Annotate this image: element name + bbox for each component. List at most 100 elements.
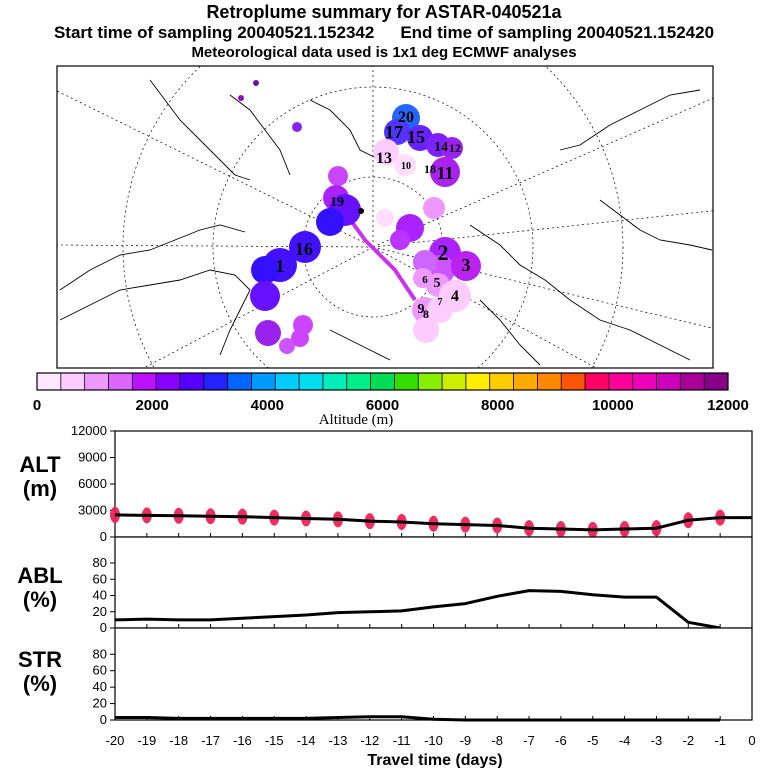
colorbar-swatch bbox=[179, 373, 205, 390]
x-tick-label: -7 bbox=[523, 733, 535, 748]
chart-title: Retroplume summary for ASTAR-040521a bbox=[206, 2, 562, 22]
colorbar-swatch bbox=[346, 373, 371, 390]
panel-alt: 12000 9000 6000 3000 0 ALT(m) bbox=[19, 423, 753, 544]
x-tick-label: -6 bbox=[555, 733, 567, 748]
y-tick-label: 12000 bbox=[71, 423, 107, 438]
plume-label: 3 bbox=[462, 255, 471, 275]
x-tick-label: -14 bbox=[297, 733, 316, 748]
panel-yunit: (%) bbox=[23, 587, 57, 612]
coastline bbox=[559, 89, 701, 151]
colorbar-label: 8000 bbox=[481, 397, 514, 414]
x-tick-label: -13 bbox=[329, 733, 348, 748]
x-tick-label: -1 bbox=[714, 733, 726, 748]
plume-marker bbox=[423, 197, 445, 219]
x-tick-label: -8 bbox=[491, 733, 503, 748]
y-tick-label: 0 bbox=[100, 712, 107, 727]
plume-marker bbox=[441, 137, 463, 159]
plume-marker bbox=[413, 317, 439, 343]
x-tick-label: -5 bbox=[587, 733, 599, 748]
plume-label: 8 bbox=[423, 307, 429, 321]
coastline bbox=[59, 224, 246, 291]
x-tick-label: -12 bbox=[360, 733, 379, 748]
colorbar-label: 6000 bbox=[366, 397, 399, 414]
plume-label: 5 bbox=[434, 276, 441, 291]
meridian bbox=[57, 244, 374, 248]
plume-marker bbox=[413, 250, 437, 274]
plume-label: 17 bbox=[385, 122, 403, 142]
colorbar-swatch bbox=[227, 373, 252, 390]
y-tick-label: 0 bbox=[100, 529, 107, 544]
coastline bbox=[329, 329, 391, 361]
meridian bbox=[372, 97, 713, 248]
colorbar-swatch bbox=[537, 373, 562, 390]
colorbar-swatch bbox=[275, 373, 300, 390]
plume-marker bbox=[289, 231, 321, 263]
colorbar-swatch bbox=[608, 373, 633, 390]
colorbar-swatch bbox=[84, 373, 109, 390]
panel-ylabel: ABL bbox=[17, 563, 62, 588]
panel-yunit: (m) bbox=[23, 476, 57, 501]
colorbar-swatch bbox=[108, 373, 133, 390]
start-time: Start time of sampling 20040521.152342 bbox=[53, 23, 375, 42]
plume-label: 6 bbox=[422, 274, 428, 286]
plume-marker bbox=[373, 139, 399, 165]
colorbar-swatch bbox=[585, 373, 610, 390]
plume-marker bbox=[328, 166, 348, 186]
plume-label: 19 bbox=[330, 195, 344, 210]
plume-marker bbox=[390, 230, 410, 250]
plume-label: 7 bbox=[438, 297, 443, 308]
plume-label: 12 bbox=[449, 141, 461, 155]
x-tick-label: -17 bbox=[201, 733, 220, 748]
series-line bbox=[114, 589, 721, 630]
plume-marker bbox=[430, 157, 460, 187]
time-series-panels: 120009000600030000ALT(m)806040200ABL(%)8… bbox=[17, 423, 755, 748]
plume-label: 4 bbox=[451, 288, 459, 305]
y-tick-label: 40 bbox=[93, 588, 107, 603]
y-tick-label: 20 bbox=[93, 696, 107, 711]
colorbar-swatch bbox=[561, 373, 586, 390]
x-tick-label: -3 bbox=[651, 733, 663, 748]
colorbar-swatch bbox=[203, 373, 228, 390]
plume-marker bbox=[376, 209, 394, 227]
x-tick-label: -2 bbox=[683, 733, 695, 748]
plume-label: 16 bbox=[295, 239, 313, 259]
sampling-times: Start time of sampling 20040521.152342 En… bbox=[0, 23, 768, 43]
plume-label: 15 bbox=[407, 127, 425, 147]
y-tick-label: 9000 bbox=[78, 450, 107, 465]
colorbar-swatch bbox=[704, 373, 729, 390]
plume-label: 10 bbox=[401, 161, 411, 172]
coastline bbox=[309, 99, 381, 161]
panel-ylabel: ALT bbox=[19, 452, 61, 477]
colorbar-label: 10000 bbox=[592, 397, 634, 414]
meridian bbox=[57, 90, 374, 248]
colorbar-swatch bbox=[322, 373, 348, 390]
x-tick-label: -4 bbox=[619, 733, 631, 748]
release-point bbox=[358, 208, 364, 214]
coastline bbox=[59, 269, 251, 356]
colorbar-label: 2000 bbox=[135, 397, 168, 414]
x-tick-label: -15 bbox=[265, 733, 284, 748]
plume-markers bbox=[238, 80, 481, 354]
latitude-circle bbox=[212, 86, 534, 368]
panel-yunit: (%) bbox=[23, 671, 57, 696]
plume-label: 20 bbox=[398, 109, 414, 126]
coastline bbox=[469, 224, 691, 361]
plume-marker bbox=[251, 256, 279, 284]
y-tick-label: 60 bbox=[93, 663, 107, 678]
coastlines bbox=[59, 79, 713, 366]
colorbar-swatch bbox=[632, 373, 657, 390]
y-tick-label: 0 bbox=[100, 620, 107, 635]
plume-marker bbox=[291, 329, 309, 347]
y-tick-label: 3000 bbox=[78, 503, 107, 518]
x-tick-label: -11 bbox=[393, 733, 411, 748]
meridian bbox=[372, 210, 713, 248]
x-tick-label: -9 bbox=[460, 733, 472, 748]
plume-label: 14 bbox=[434, 140, 448, 155]
plume-marker bbox=[384, 119, 410, 145]
panel-ylabel: STR bbox=[18, 647, 62, 672]
coastline bbox=[229, 94, 291, 176]
